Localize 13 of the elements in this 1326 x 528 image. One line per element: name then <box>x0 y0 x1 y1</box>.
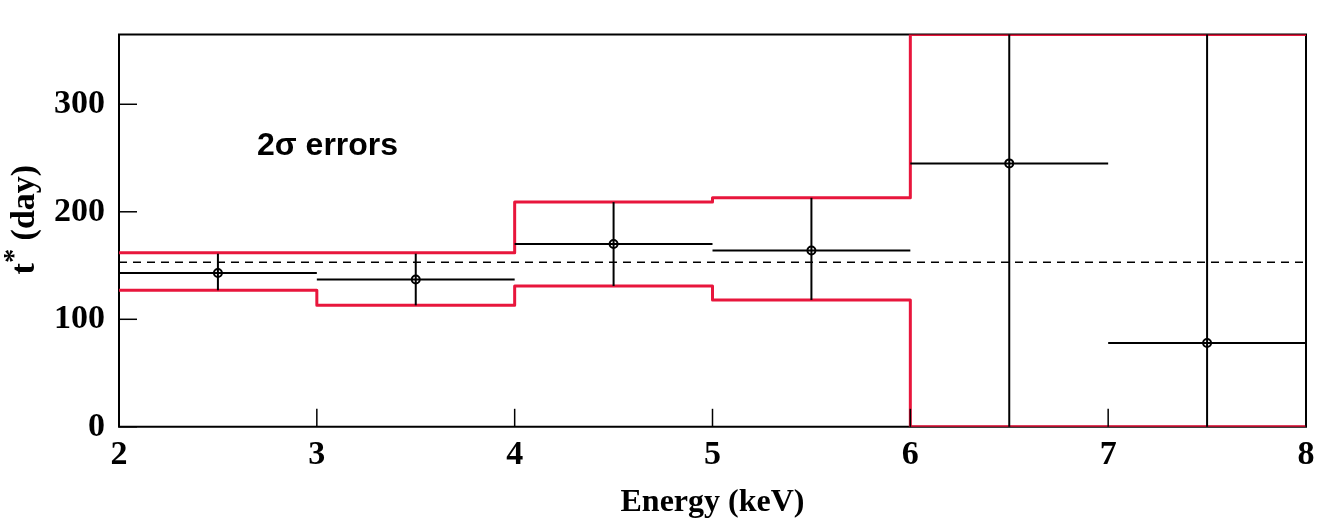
x-tick-label: 6 <box>901 433 919 471</box>
x-tick-label: 8 <box>1297 433 1315 471</box>
annotation: 2σ errors <box>257 126 399 163</box>
y-tick-label: 300 <box>54 83 105 121</box>
x-tick-label: 2 <box>110 433 128 471</box>
y-tick-label: 100 <box>54 298 105 336</box>
x-tick-label: 3 <box>308 433 326 471</box>
x-tick-label: 7 <box>1099 433 1117 471</box>
y-tick-label: 200 <box>54 190 105 228</box>
y-tick-label: 0 <box>88 405 105 443</box>
x-tick-label: 5 <box>704 433 721 471</box>
x-tick-label: 4 <box>506 433 524 471</box>
x-axis-title: Energy (keV) <box>620 482 805 519</box>
